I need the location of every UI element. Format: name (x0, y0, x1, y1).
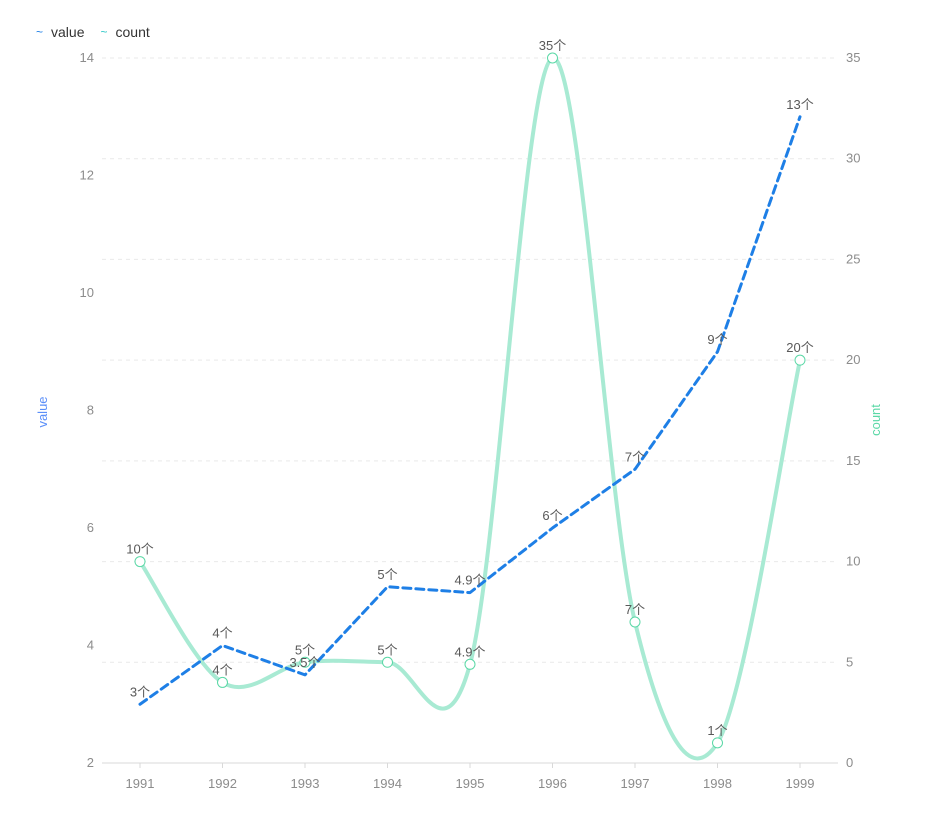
count-wave-icon: ~ (100, 25, 108, 39)
data-label-value: 4.9个 (454, 573, 485, 588)
x-tick-label: 1995 (456, 776, 485, 791)
axes: 2 4 6 8 10 12 14 0 5 10 15 20 25 30 35 1991 1992 1993 1994… (80, 50, 861, 791)
series-line-value (138, 115, 802, 706)
data-label-count: 20个 (786, 340, 813, 355)
data-label-value: 5个 (377, 567, 397, 582)
y-right-tick-label: 15 (846, 453, 860, 468)
point-count (382, 656, 393, 668)
data-label-value: 9个 (707, 332, 727, 347)
y-right-tick-label: 30 (846, 151, 860, 166)
y-left-tick-label: 8 (87, 403, 94, 418)
x-tick-label: 1993 (291, 776, 320, 791)
y-axis-label-left: value (35, 396, 50, 427)
y-left-tick-label: 4 (87, 638, 94, 653)
data-label-count: 10个 (126, 542, 153, 557)
point-count (464, 658, 476, 670)
y-left-tick-label: 2 (87, 755, 94, 770)
y-left-tick-label: 6 (87, 520, 94, 535)
data-label-count: 5个 (295, 642, 315, 657)
y-right-tick-label: 20 (846, 352, 860, 367)
point-count (299, 656, 311, 668)
x-tick-label: 1992 (208, 776, 237, 791)
data-label-count: 35个 (539, 38, 566, 53)
y-right-tick-label: 0 (846, 755, 853, 770)
x-tick-label: 1999 (786, 776, 815, 791)
legend-item-count[interactable]: ~ count (100, 24, 149, 40)
data-label-count: 4个 (212, 662, 232, 677)
x-tick-label: 1996 (538, 776, 567, 791)
legend: ~ value ~ count (36, 24, 150, 40)
y-left-tick-label: 14 (80, 50, 94, 65)
x-tick-label: 1997 (621, 776, 650, 791)
data-label-value: 3.5个 (289, 655, 320, 670)
x-tick-label: 1991 (126, 776, 155, 791)
y-axis-label-right: count (868, 404, 883, 436)
data-label-count: 5个 (377, 642, 397, 657)
value-wave-icon: ~ (36, 25, 44, 39)
point-count (712, 737, 723, 749)
data-label-count: 4.9个 (454, 644, 485, 659)
data-label-value: 6个 (542, 508, 562, 523)
legend-label-value: value (51, 24, 85, 40)
data-label-count: 1个 (707, 723, 727, 738)
y-left-tick-label: 12 (80, 168, 94, 183)
point-count (217, 676, 228, 688)
data-label-count: 7个 (625, 602, 645, 617)
series (134, 52, 806, 761)
x-tick-label: 1998 (703, 776, 732, 791)
point-count (629, 616, 641, 628)
data-label-value: 7个 (625, 449, 645, 464)
x-tick-label: 1994 (373, 776, 402, 791)
y-right-tick-label: 35 (846, 50, 860, 65)
y-right-tick-label: 25 (846, 251, 860, 266)
y-right-tick-label: 10 (846, 554, 860, 569)
y-left-tick-label: 10 (80, 285, 94, 300)
series-line-count (138, 56, 802, 761)
y-right-tick-label: 5 (846, 654, 853, 669)
point-count (794, 354, 806, 366)
legend-label-count: count (115, 24, 150, 40)
legend-item-value[interactable]: ~ value (36, 24, 84, 40)
data-label-value: 13个 (786, 97, 813, 112)
data-label-value: 4个 (212, 626, 232, 641)
point-count (134, 556, 146, 568)
point-count (547, 52, 558, 64)
data-label-value: 3个 (130, 684, 150, 699)
